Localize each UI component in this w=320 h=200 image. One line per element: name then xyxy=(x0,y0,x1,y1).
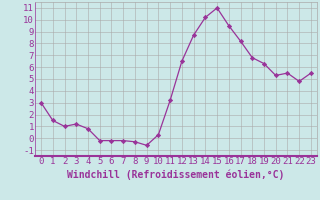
X-axis label: Windchill (Refroidissement éolien,°C): Windchill (Refroidissement éolien,°C) xyxy=(67,169,285,180)
